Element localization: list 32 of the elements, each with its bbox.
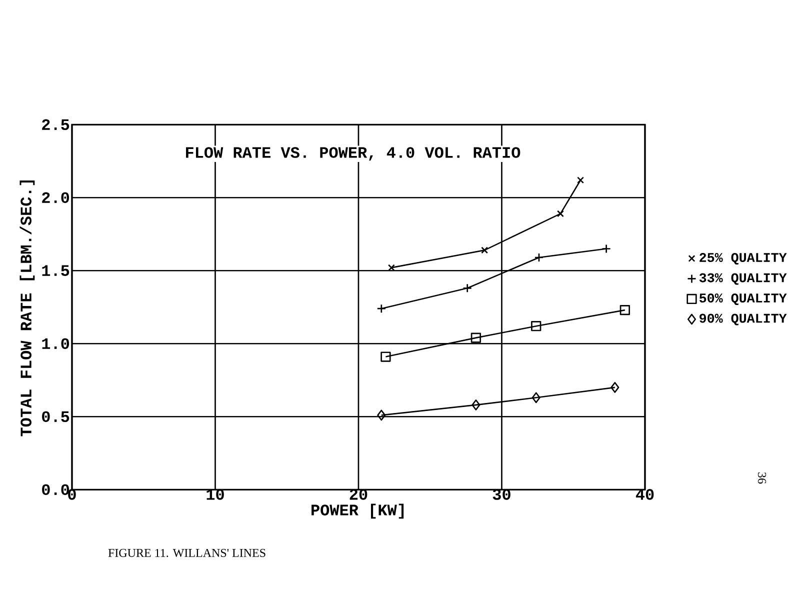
point [534, 252, 544, 262]
x-tick-label: 0 [68, 489, 76, 500]
point [470, 332, 482, 343]
legend-label: 50% QUALITY [699, 293, 787, 306]
y-tick-label: 0.0 [42, 484, 70, 496]
x-axis-title: POWER [KW] [312, 504, 404, 519]
x-tick-label: 40 [636, 489, 654, 500]
point [376, 304, 386, 314]
point [620, 304, 630, 316]
point [556, 210, 564, 218]
text: 36 [758, 472, 766, 484]
y-tick-label: 2.5 [42, 119, 70, 130]
legend-label: 90% QUALITY [700, 314, 787, 326]
point [610, 382, 620, 393]
point [380, 352, 391, 362]
point [462, 283, 472, 293]
point [532, 392, 540, 404]
y-axis-title: TOTAL FLOW RATE [LBM./SEC.] [20, 180, 35, 436]
point [377, 410, 386, 421]
y-tick-label: 1.5 [42, 265, 70, 276]
point [577, 176, 584, 184]
caption: FIGURE 11. WILLANS' LINES [108, 548, 266, 558]
legend-label: 25% QUALITY [700, 252, 787, 265]
point [481, 246, 488, 254]
text: FLOW RATE VS. POWER, 4.0 VOL. RATIO [186, 147, 520, 161]
y-tick-label: 2.0 [42, 192, 70, 204]
y-tick-label: 0.5 [42, 411, 70, 422]
legend-label: 33% QUALITY [699, 273, 787, 285]
point [602, 244, 611, 254]
point [472, 399, 480, 410]
point [531, 321, 542, 332]
y-tick-label: 1.0 [42, 338, 70, 350]
